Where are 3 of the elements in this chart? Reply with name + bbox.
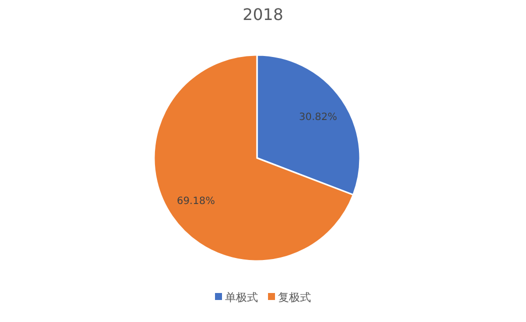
legend-label: 单极式 <box>225 291 258 304</box>
legend-label: 复极式 <box>278 291 311 304</box>
title: 2018 <box>242 5 284 24</box>
